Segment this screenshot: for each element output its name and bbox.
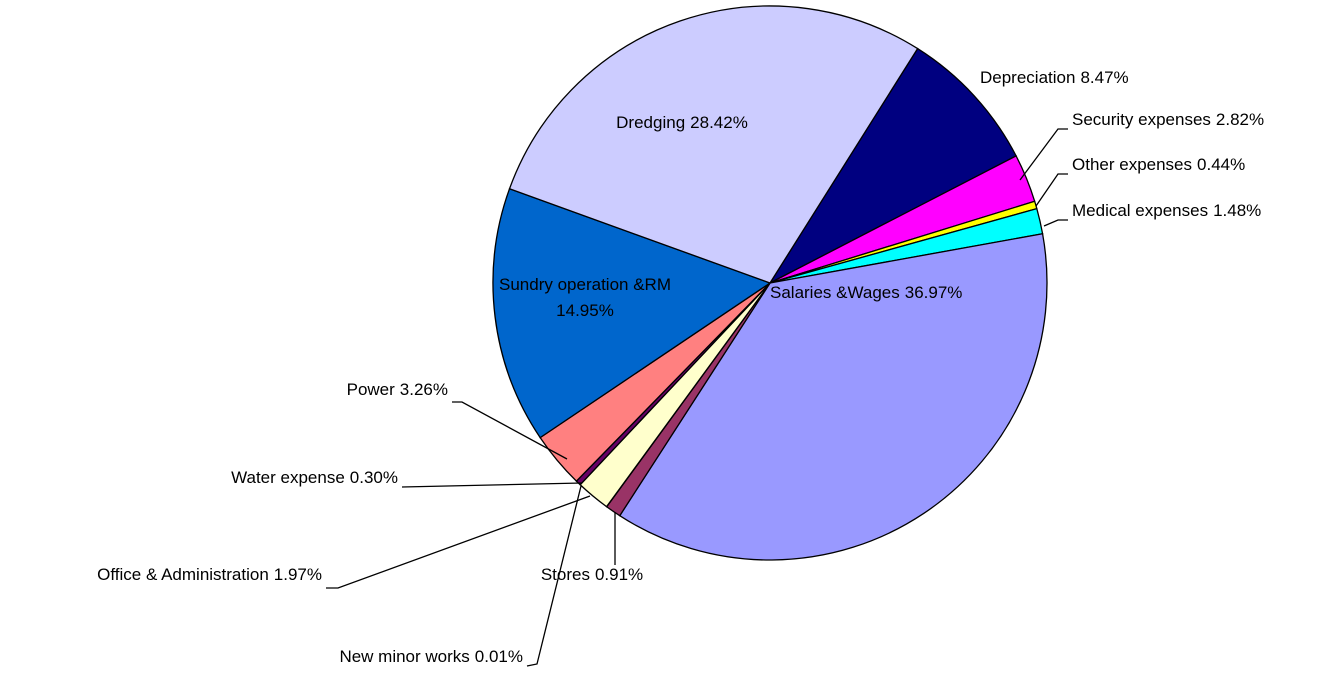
label-category: Security expenses: [1072, 110, 1211, 129]
label-value: 1.48%: [1213, 201, 1261, 220]
label-category: Water expense: [231, 468, 345, 487]
leader-line: [326, 495, 591, 589]
label-category: Other expenses: [1072, 155, 1192, 174]
leader-line: [401, 482, 583, 488]
label-value: 0.01%: [475, 647, 523, 666]
label-value: 0.91%: [595, 565, 643, 584]
label-value: 0.44%: [1197, 155, 1245, 174]
data-label: Stores 0.91%: [541, 565, 643, 584]
data-label: Office & Administration 1.97%: [97, 565, 322, 584]
data-label: Power 3.26%: [347, 380, 448, 399]
leader-line: [452, 401, 568, 460]
label-category: Office & Administration: [97, 565, 269, 584]
leader-line: [1043, 219, 1068, 227]
label-value: 28.42%: [690, 113, 748, 132]
label-value: 1.97%: [274, 565, 322, 584]
data-label: Water expense 0.30%: [231, 468, 398, 487]
label-value: 8.47%: [1080, 68, 1128, 87]
label-value: 36.97%: [905, 283, 963, 302]
label-category: Medical expenses: [1072, 201, 1208, 220]
label-category: Salaries &Wages: [770, 283, 900, 302]
data-label: Security expenses 2.82%: [1072, 110, 1264, 129]
label-category: New minor works: [339, 647, 469, 666]
data-label: Other expenses 0.44%: [1072, 155, 1245, 174]
leader-line: [526, 485, 582, 667]
pie-slice: [492, 187, 772, 439]
data-label: Salaries &Wages 36.97%: [770, 283, 962, 302]
label-category: Dredging: [616, 113, 685, 132]
leader-line: [1035, 173, 1068, 207]
data-label: New minor works 0.01%: [339, 647, 523, 666]
leader-line: [1019, 128, 1068, 181]
label-category: Sundry operation &RM: [499, 275, 671, 294]
pie-slice: [768, 47, 1018, 285]
label-value: 3.26%: [400, 380, 448, 399]
data-label: Sundry operation &RM 14.95%: [499, 275, 671, 320]
label-value: 0.30%: [350, 468, 398, 487]
label-category: Power: [347, 380, 396, 399]
data-label: Dredging 28.42%: [616, 113, 748, 132]
label-value: 14.95%: [556, 301, 614, 320]
label-category: Stores: [541, 565, 590, 584]
data-label: Depreciation 8.47%: [980, 68, 1129, 87]
label-category: Depreciation: [980, 68, 1075, 87]
data-label: Medical expenses 1.48%: [1072, 201, 1261, 220]
label-value: 2.82%: [1216, 110, 1264, 129]
pie-slice: [508, 5, 919, 284]
pie-slice: [618, 232, 1048, 561]
